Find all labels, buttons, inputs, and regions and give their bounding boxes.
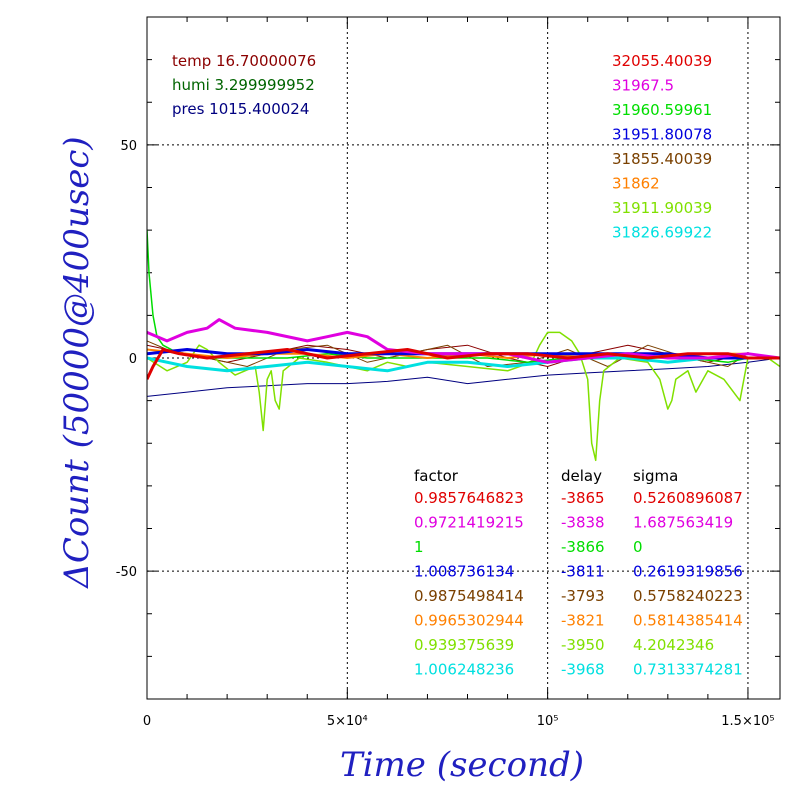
y-tick-label: 50 [120, 139, 137, 154]
x-tick-label: 10⁵ [537, 714, 559, 729]
env-legend-item: pres 1015.400024 [172, 100, 309, 118]
table-cell-delay: -3793 [561, 587, 605, 605]
x-tick-label: 1.5×10⁵ [721, 714, 774, 729]
x-tick-label: 5×10⁴ [327, 714, 368, 729]
table-cell-delay: -3968 [561, 661, 605, 679]
table-cell-sigma: 0.5814385414 [633, 612, 743, 630]
series-mean-label: 31911.90039 [612, 199, 712, 217]
table-header: delay [561, 467, 602, 485]
table-cell-factor: 0.9857646823 [414, 489, 524, 507]
table-cell-delay: -3950 [561, 636, 605, 654]
plot-frame [146, 16, 781, 700]
table-header: factor [414, 467, 459, 485]
env-legend-item: humi 3.299999952 [172, 76, 315, 94]
y-axis-label: ΔCount (50000@400usec) [57, 136, 97, 589]
table-cell-delay: -3838 [561, 514, 605, 532]
series-mean-label: 32055.40039 [612, 52, 712, 70]
table-cell-sigma: 0.5260896087 [633, 489, 743, 507]
table-cell-sigma: 0.2619319856 [633, 563, 743, 581]
table-cell-factor: 1.006248236 [414, 661, 514, 679]
table-cell-sigma: 0.5758240223 [633, 587, 743, 605]
table-cell-factor: 1 [414, 538, 424, 556]
table-cell-factor: 0.9875498414 [414, 587, 524, 605]
y-tick-label: 0 [129, 352, 137, 367]
pres-trace [147, 357, 780, 397]
series-mean-label: 31967.5 [612, 77, 674, 95]
series-line-1 [147, 318, 780, 364]
table-cell-sigma: 0.7313374281 [633, 661, 743, 679]
table-cell-factor: 0.939375639 [414, 636, 514, 654]
y-tick-label: -50 [116, 565, 137, 580]
environment-legend: temp 16.70000076 humi 3.299999952 pres 101… [172, 52, 316, 118]
x-axis-label: Time (second) [340, 745, 584, 785]
table-cell-delay: -3821 [561, 612, 605, 630]
x-tick-label: 0 [143, 714, 151, 729]
series-mean-label: 31855.40039 [612, 150, 712, 168]
table-cell-factor: 1.008736134 [414, 563, 514, 581]
table-cell-delay: -3866 [561, 538, 605, 556]
series-line-0 [147, 348, 780, 380]
tick-labels: 0 5×10⁴ 10⁵ 1.5×10⁵ 50 0 -50 [116, 139, 775, 729]
series-mean-label: 31960.59961 [612, 101, 712, 119]
plot-area [147, 230, 780, 462]
series-mean-label: 31862 [612, 175, 660, 193]
table-header: sigma [633, 467, 678, 485]
table-cell-delay: -3865 [561, 489, 605, 507]
env-legend-item: temp 16.70000076 [172, 52, 316, 70]
table-cell-factor: 0.9721419215 [414, 514, 524, 532]
parameter-table: factor delay sigma 0.9857646823 -3865 0.52608… [414, 467, 743, 679]
series-mean-legend: 32055.40039 31967.5 31960.59961 31951.80078… [612, 52, 712, 242]
table-cell-sigma: 4.2042346 [633, 636, 714, 654]
series-mean-label: 31951.80078 [612, 126, 712, 144]
table-cell-sigma: 1.687563419 [633, 514, 733, 532]
table-cell-factor: 0.9965302944 [414, 612, 524, 630]
series-line-7 [147, 356, 780, 373]
series-mean-label: 31826.69922 [612, 224, 712, 242]
table-cell-sigma: 0 [633, 538, 643, 556]
table-cell-delay: -3811 [561, 563, 605, 581]
